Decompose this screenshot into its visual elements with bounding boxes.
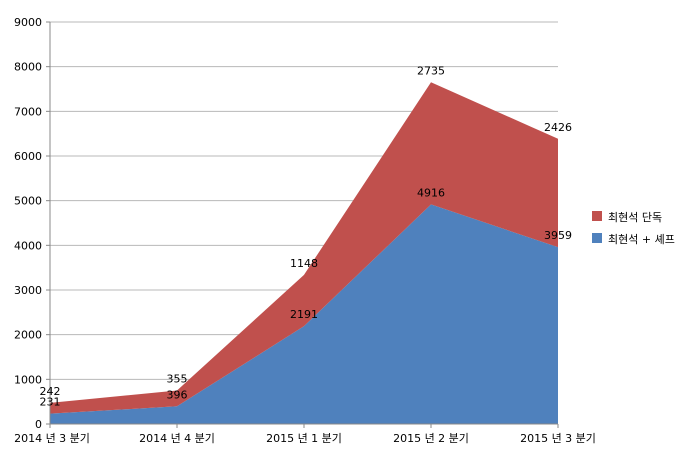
gridlines xyxy=(50,21,558,380)
x-tick-label: 2014 년 4 분기 xyxy=(139,432,215,445)
x-axis-ticks: 2014 년 3 분기 2014 년 4 분기 2015 년 1 분기 2015 년 … xyxy=(14,424,596,445)
y-tick-label: 3000 xyxy=(14,284,42,297)
data-label-1-1: 355 xyxy=(167,372,188,385)
data-label-0-2: 2191 xyxy=(290,308,318,321)
y-tick-label: 8000 xyxy=(14,61,42,74)
data-label-1-2: 1148 xyxy=(290,257,318,270)
y-tick-label: 5000 xyxy=(14,195,42,208)
legend-swatch xyxy=(592,233,602,243)
x-tick-label: 2015 년 3 분기 xyxy=(520,432,596,445)
data-label-1-0: 242 xyxy=(40,385,61,398)
x-tick-label: 2015 년 1 분기 xyxy=(266,432,342,445)
y-tick-label: 7000 xyxy=(14,105,42,118)
area-series xyxy=(50,82,558,424)
data-label-1-3: 2735 xyxy=(417,64,445,77)
data-label-0-3: 4916 xyxy=(417,186,445,199)
data-label-0-0: 231 xyxy=(40,396,61,409)
x-tick-label: 2015 년 2 분기 xyxy=(393,432,469,445)
y-tick-label: 0 xyxy=(35,418,42,431)
data-label-0-4: 3959 xyxy=(544,229,572,242)
data-label-0-1: 396 xyxy=(167,388,188,401)
x-tick-label: 2014 년 3 분기 xyxy=(14,432,90,445)
legend-label: 최현석 + 셰프 xyxy=(608,233,675,246)
area-1 xyxy=(50,82,558,414)
y-axis-ticks: 0 1000 2000 3000 4000 5000 6000 7000 8000 9000 xyxy=(14,16,50,431)
y-tick-label: 9000 xyxy=(14,16,42,29)
y-tick-label: 2000 xyxy=(14,329,42,342)
area-0 xyxy=(50,204,558,424)
y-tick-label: 4000 xyxy=(14,239,42,252)
y-tick-label: 1000 xyxy=(14,373,42,386)
y-tick-label: 6000 xyxy=(14,150,42,163)
legend-label: 최현석 단독 xyxy=(608,211,662,224)
legend-swatch xyxy=(592,211,602,221)
data-label-1-4: 2426 xyxy=(544,121,572,134)
data-labels: 231 396 2191 4916 3959 242 355 1148 2735 2426 xyxy=(40,64,573,408)
